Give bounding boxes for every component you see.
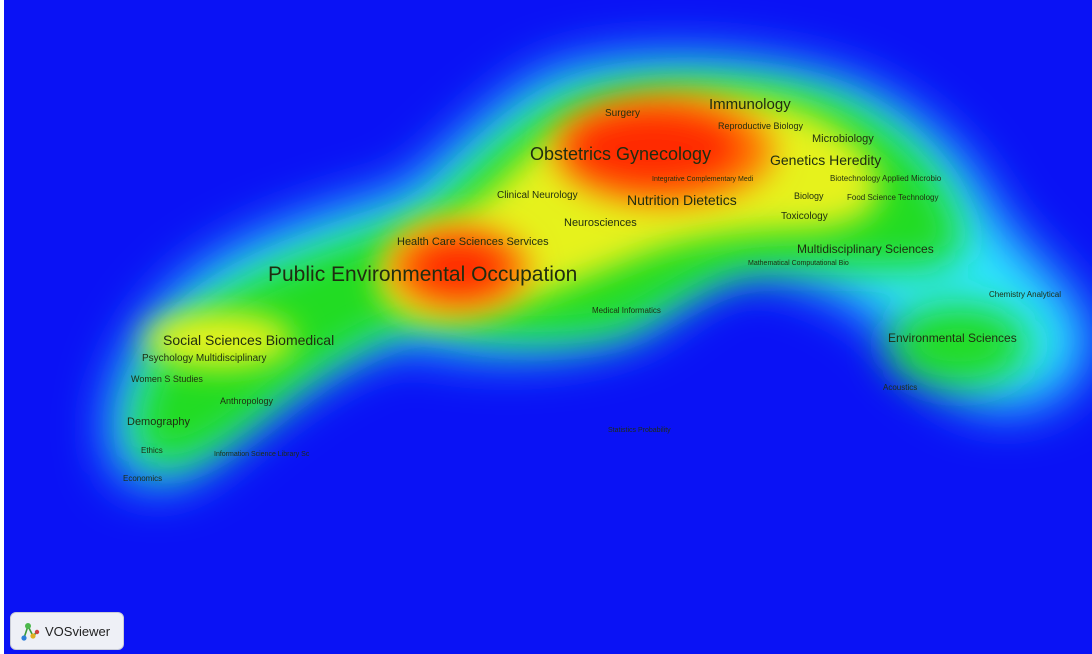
term-label[interactable]: Biotechnology Applied Microbio [830,174,942,183]
term-label[interactable]: Chemistry Analytical [989,290,1062,299]
term-label[interactable]: Public Environmental Occupation [268,263,578,286]
term-label[interactable]: Women S Studies [131,374,203,384]
term-label[interactable]: Anthropology [220,396,274,406]
term-label[interactable]: Statistics Probability [608,427,671,434]
vosviewer-label: VOSviewer [45,623,111,639]
term-label[interactable]: Reproductive Biology [718,121,804,131]
term-label[interactable]: Psychology Multidisciplinary [142,353,267,364]
term-label[interactable]: Biology [794,191,824,201]
term-label[interactable]: Environmental Sciences [888,331,1017,345]
term-label[interactable]: Immunology [709,96,791,113]
term-label[interactable]: Acoustics [883,383,918,392]
term-label[interactable]: Obstetrics Gynecology [530,144,712,164]
term-label[interactable]: Demography [127,416,190,428]
term-label[interactable]: Economics [123,474,163,483]
term-label[interactable]: Microbiology [812,133,874,145]
term-label[interactable]: Information Science Library Sc [214,451,310,458]
term-label[interactable]: Mathematical Computational Bio [748,260,849,267]
term-label[interactable]: Social Sciences Biomedical [163,332,335,348]
term-label[interactable]: Nutrition Dietetics [627,192,737,208]
vosviewer-logo-icon [21,623,40,641]
term-label[interactable]: Clinical Neurology [497,190,578,201]
density-map-canvas[interactable]: Public Environmental Occupation Obstetri… [4,0,1092,654]
term-label[interactable]: Neurosciences [564,217,637,229]
term-label[interactable]: Health Care Sciences Services [397,236,549,248]
term-label[interactable]: Genetics Heredity [770,152,882,168]
term-label[interactable]: Integrative Complementary Medi [652,176,754,183]
term-label[interactable]: Multidisciplinary Sciences [797,242,934,256]
vosviewer-badge[interactable]: VOSviewer [10,612,124,650]
term-label[interactable]: Surgery [605,108,641,119]
density-heatmap [110,56,1090,485]
term-label[interactable]: Toxicology [781,211,828,222]
term-label[interactable]: Ethics [141,446,163,455]
term-label[interactable]: Medical Informatics [592,306,661,315]
term-label[interactable]: Food Science Technology [847,193,939,202]
density-level-peak [389,95,774,310]
